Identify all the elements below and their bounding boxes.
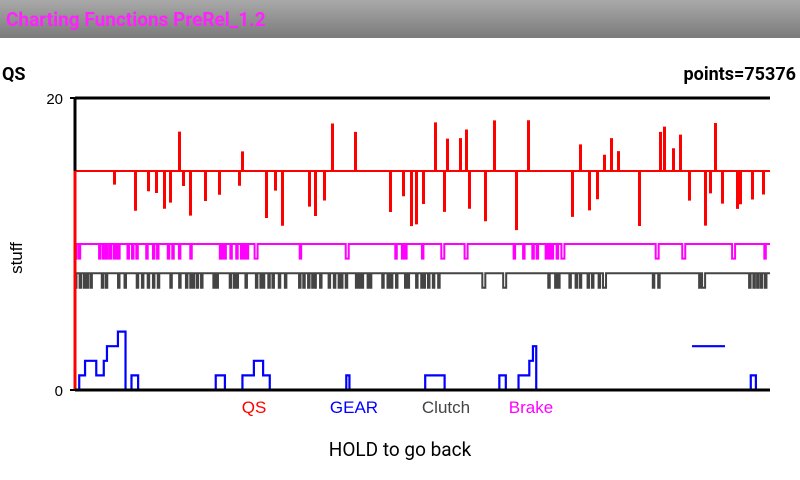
series-label: QS — [2, 64, 26, 85]
app-title: Charting Functions PreRel_1.2 — [6, 8, 266, 31]
back-hint[interactable]: HOLD to go back — [328, 438, 472, 461]
legend-item: GEAR — [330, 398, 378, 417]
y-tick-label: 20 — [46, 91, 63, 108]
legend-item: Brake — [509, 398, 553, 417]
y-tick-label: 0 — [55, 383, 63, 400]
series-line-qs — [75, 120, 770, 231]
series-line-gear — [75, 330, 770, 392]
series-line-brake — [74, 243, 770, 260]
points-count: points=75376 — [683, 64, 796, 85]
series-line-clutch — [74, 272, 770, 289]
legend-item: QS — [242, 398, 267, 417]
legend-item: Clutch — [422, 398, 470, 417]
title-bar: Charting Functions PreRel_1.2 — [0, 0, 800, 38]
y-axis-label: stuff — [7, 242, 26, 274]
